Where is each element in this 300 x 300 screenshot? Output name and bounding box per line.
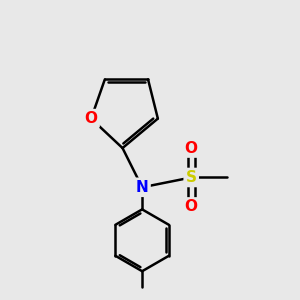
Text: O: O <box>85 111 98 126</box>
Text: S: S <box>186 170 197 185</box>
Text: O: O <box>185 140 198 155</box>
Text: O: O <box>185 200 198 214</box>
Text: N: N <box>136 180 148 195</box>
